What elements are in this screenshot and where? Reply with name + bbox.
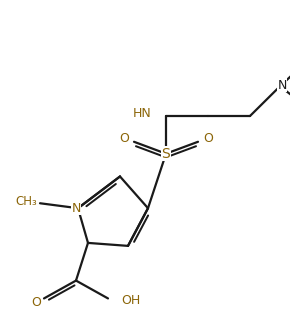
Text: N: N: [71, 202, 81, 215]
Text: O: O: [31, 296, 41, 309]
Text: OH: OH: [121, 294, 140, 307]
Text: S: S: [162, 147, 171, 161]
Text: O: O: [119, 132, 129, 145]
Text: HN: HN: [133, 107, 152, 120]
Text: O: O: [203, 132, 213, 145]
Text: CH₃: CH₃: [15, 195, 37, 208]
Text: N: N: [277, 79, 287, 92]
